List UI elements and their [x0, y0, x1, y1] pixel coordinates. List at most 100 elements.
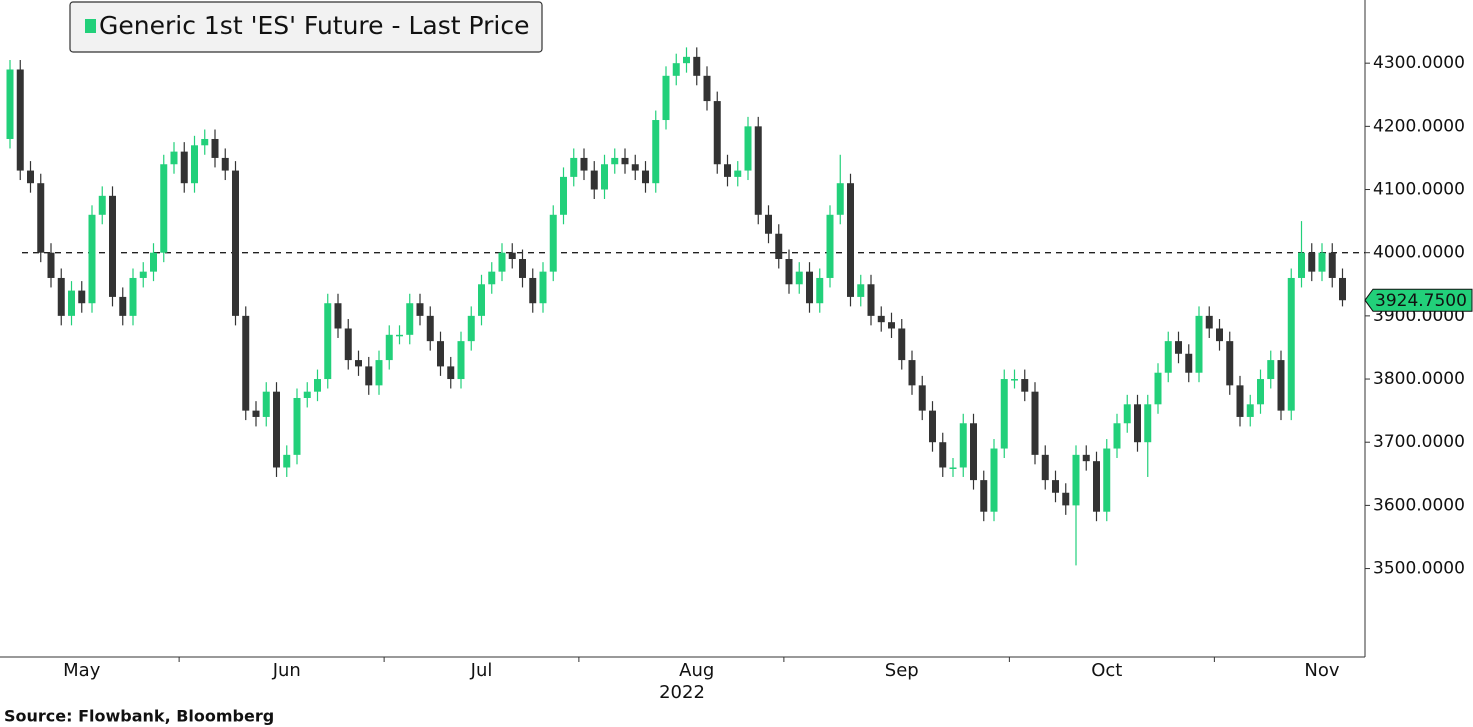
candle-body: [990, 448, 998, 512]
candle-body: [170, 151, 178, 165]
candle-body: [1216, 328, 1223, 342]
candle-body: [334, 303, 342, 329]
candle-body: [457, 341, 465, 380]
candle-body: [744, 126, 752, 171]
legend-box: [69, 1, 543, 53]
candle-body: [970, 423, 977, 481]
candle-body: [939, 442, 947, 468]
candle-body: [37, 183, 45, 253]
candle-body: [847, 183, 854, 297]
candle-body: [406, 303, 414, 335]
candle-body: [1041, 454, 1049, 481]
candle-body: [150, 252, 157, 272]
candle-body: [1318, 252, 1326, 272]
candle-body: [1052, 480, 1059, 493]
candle-body: [560, 176, 567, 215]
candle-body: [242, 315, 250, 411]
candle-body: [119, 296, 127, 316]
candle-body: [262, 391, 270, 417]
candle-body: [549, 214, 557, 272]
candle-body: [355, 360, 362, 367]
y-tick-label: 3600.0000: [1373, 495, 1465, 515]
last-price-label: 3924.7500: [1375, 291, 1467, 311]
x-tick-label: May: [63, 660, 101, 681]
candle-body: [98, 195, 106, 215]
candle-body: [1154, 372, 1162, 405]
candle-body: [1134, 404, 1141, 443]
candle-body: [221, 157, 229, 171]
candle-body: [1072, 454, 1080, 506]
candle-body: [129, 277, 137, 316]
candle-body: [918, 385, 926, 411]
candle-body: [1195, 315, 1203, 373]
candle-body: [1267, 360, 1275, 380]
candle-body: [1308, 252, 1316, 272]
candle-body: [529, 277, 537, 304]
candle-body: [27, 170, 34, 184]
candle-body: [888, 322, 895, 329]
candle-body: [232, 170, 239, 316]
candle-body: [1185, 353, 1193, 373]
candle-body: [570, 157, 578, 177]
candle-body: [703, 75, 711, 102]
y-tick-label: 4200.0000: [1373, 116, 1465, 136]
candle-body: [652, 120, 660, 184]
candle-body: [1246, 404, 1254, 417]
candle-body: [180, 151, 188, 184]
candle-body: [765, 214, 772, 234]
candle-body: [1257, 379, 1264, 405]
candle-body: [139, 271, 147, 278]
candle-body: [324, 303, 332, 380]
candle-body: [877, 315, 885, 323]
candle-body: [488, 271, 496, 285]
candle-body: [1103, 448, 1111, 512]
candle-body: [949, 467, 957, 469]
candle-body: [498, 252, 506, 272]
candle-body: [1328, 252, 1336, 278]
candle-body: [775, 233, 783, 260]
x-tick-label: Jun: [272, 660, 301, 681]
candle-body: [467, 315, 475, 342]
candle-body: [385, 334, 393, 361]
candle-body: [201, 138, 209, 146]
candle-body: [1298, 252, 1305, 278]
legend-swatch: [85, 19, 96, 33]
candle-body: [734, 170, 742, 177]
candle-body: [1113, 423, 1121, 449]
candle-body: [713, 101, 721, 165]
y-tick-label: 3800.0000: [1373, 369, 1465, 389]
candle-body: [344, 328, 352, 361]
candle-body: [365, 366, 373, 386]
y-tick-label: 4100.0000: [1373, 180, 1465, 200]
candle-body: [621, 157, 629, 165]
y-tick-label: 4000.0000: [1373, 243, 1465, 263]
candle-body: [1031, 391, 1039, 455]
candle-body: [1205, 315, 1213, 329]
candle-body: [57, 277, 65, 316]
candle-body: [806, 271, 813, 304]
legend-label: Generic 1st 'ES' Future - Last Price: [99, 11, 529, 40]
candle-body: [601, 164, 608, 190]
candle-body: [898, 328, 906, 361]
candle-body: [724, 164, 731, 177]
candle-body: [1123, 404, 1131, 424]
candle-body: [426, 315, 434, 342]
candle-body: [959, 423, 967, 468]
candle-body: [580, 157, 588, 171]
candle-body: [1339, 277, 1346, 301]
candle-body: [375, 360, 383, 386]
candle-body: [508, 252, 516, 260]
candle-body: [1236, 385, 1244, 417]
source: Source: Flowbank, Bloomberg: [4, 707, 274, 726]
candle-body: [447, 366, 455, 380]
candle-body: [826, 214, 834, 278]
x-tick-label: Aug: [679, 660, 714, 681]
candle-body: [303, 391, 311, 398]
candle-body: [6, 69, 14, 139]
candle-body: [160, 164, 168, 253]
candle-body: [662, 75, 670, 121]
candle-body: [437, 341, 444, 367]
candle-body: [836, 183, 844, 215]
candle-body: [908, 360, 916, 386]
